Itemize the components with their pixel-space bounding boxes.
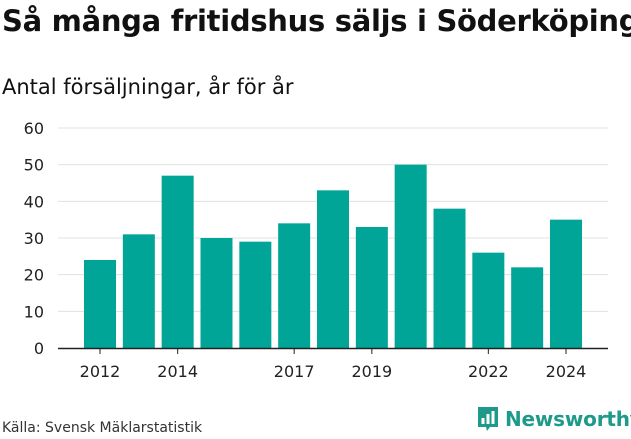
- x-tick-label: 2022: [468, 362, 509, 381]
- bar: [161, 175, 194, 348]
- newsworthy-logo: Newsworthy: [476, 406, 631, 432]
- bar-chart-icon: [478, 407, 498, 431]
- x-tick-label: 2017: [274, 362, 315, 381]
- y-tick-labels: 0 10 20 30 40 50 60: [24, 119, 44, 358]
- bar: [433, 208, 466, 348]
- bar-chart: 0 10 20 30 40 50 60 2012 2014 2017 2019 2022 2024: [24, 119, 608, 381]
- x-axis: [58, 347, 608, 354]
- brand-name: Newsworthy: [505, 407, 631, 431]
- bar: [317, 190, 349, 348]
- y-tick-label: 40: [24, 192, 44, 211]
- y-tick-label: 10: [24, 302, 44, 321]
- bars: [84, 164, 582, 348]
- bar: [355, 227, 388, 348]
- y-tick-label: 20: [24, 266, 44, 285]
- bar: [239, 241, 272, 348]
- bar: [122, 234, 155, 348]
- y-tick-label: 0: [34, 339, 44, 358]
- x-tick-label: 2014: [157, 362, 198, 381]
- bar: [472, 252, 505, 348]
- bar: [84, 260, 116, 348]
- bar: [200, 238, 233, 348]
- source-note: Källa: Svensk Mäklarstatistik: [2, 420, 203, 436]
- bar: [278, 223, 311, 348]
- bar: [550, 219, 582, 348]
- bar: [511, 267, 544, 348]
- y-tick-label: 60: [24, 119, 44, 138]
- chart-title: Så många fritidshus säljs i Söderköping: [2, 4, 631, 38]
- chart-subtitle: Antal försäljningar, år för år: [2, 75, 294, 99]
- bar: [394, 164, 427, 348]
- x-tick-labels: 2012 2014 2017 2019 2022 2024: [80, 362, 587, 381]
- x-tick-label: 2012: [80, 362, 121, 381]
- x-tick-label: 2019: [351, 362, 392, 381]
- y-tick-label: 30: [24, 229, 44, 248]
- x-tick-label: 2024: [546, 362, 587, 381]
- y-tick-label: 50: [24, 156, 44, 175]
